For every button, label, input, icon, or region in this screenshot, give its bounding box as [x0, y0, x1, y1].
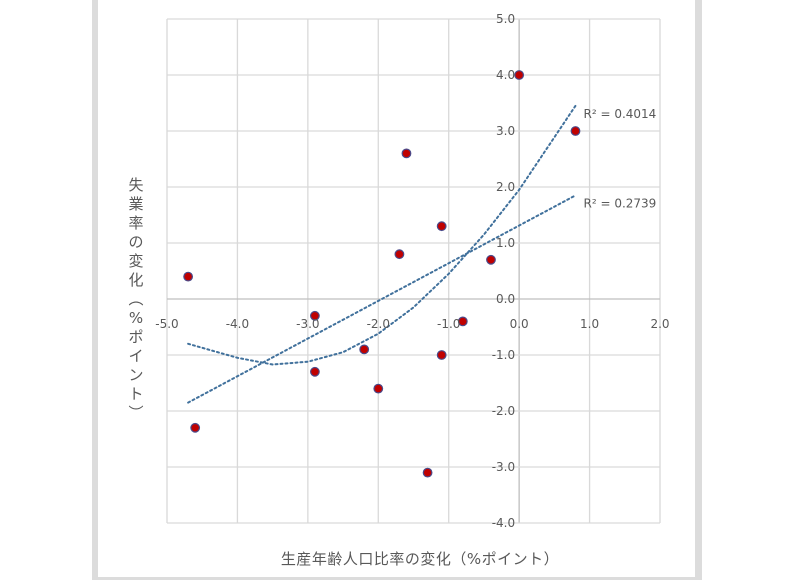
trendlines: R² = 0.2739 R² = 0.4014	[187, 104, 656, 404]
x-tick-label: -2.0	[367, 317, 390, 331]
data-point	[422, 467, 433, 478]
data-point	[436, 350, 447, 360]
y-axis-label: 失業率の変化 ︵% ポイント ︶	[128, 176, 144, 422]
r-squared-label: R² = 0.2739	[583, 196, 656, 210]
x-axis-label: 生産年齢人口比率の変化（%ポイント）	[280, 550, 560, 568]
axis-ticks: -5.0 -4.0 -3.0 -2.0 -1.0 0.0 1.0 2.0 5.0 4.0 3.0 2.…	[155, 12, 669, 530]
x-tick-label: -5.0	[155, 317, 178, 331]
y-tick-label: 4.0	[496, 68, 515, 82]
data-point	[436, 221, 447, 232]
x-tick-label: -3.0	[296, 317, 319, 331]
data-point	[310, 366, 320, 377]
data-point	[373, 383, 384, 394]
data-point	[570, 126, 581, 136]
y-tick-label: -1.0	[492, 348, 515, 362]
y-tick-label: 1.0	[496, 236, 515, 250]
r-squared-label: R² = 0.4014	[583, 107, 656, 121]
trendline-linear	[187, 194, 577, 404]
x-tick-label: -4.0	[226, 317, 249, 331]
data-point	[310, 310, 320, 321]
chart-panel	[98, 0, 695, 577]
y-tick-label: 0.0	[496, 292, 515, 306]
y-tick-label: 5.0	[496, 12, 515, 26]
y-tick-label: 2.0	[496, 180, 515, 194]
data-point	[486, 254, 496, 265]
x-tick-label: 1.0	[580, 317, 599, 331]
data-point	[514, 70, 525, 80]
data-point	[394, 249, 405, 260]
x-tick-label: -1.0	[437, 317, 460, 331]
x-tick-label: 2.0	[650, 317, 669, 331]
x-tick-label: 0.0	[510, 317, 529, 331]
y-tick-label: -3.0	[492, 460, 515, 474]
trendline-polynomial	[187, 104, 577, 366]
data-point	[457, 316, 468, 327]
data-point	[183, 271, 194, 282]
gridlines	[166, 18, 661, 524]
y-tick-label: 3.0	[496, 124, 515, 138]
data-points	[183, 70, 581, 478]
data-point	[401, 148, 412, 159]
data-point	[190, 422, 201, 433]
data-point	[359, 344, 370, 355]
y-tick-label: -4.0	[492, 516, 515, 530]
y-tick-label: -2.0	[492, 404, 515, 418]
